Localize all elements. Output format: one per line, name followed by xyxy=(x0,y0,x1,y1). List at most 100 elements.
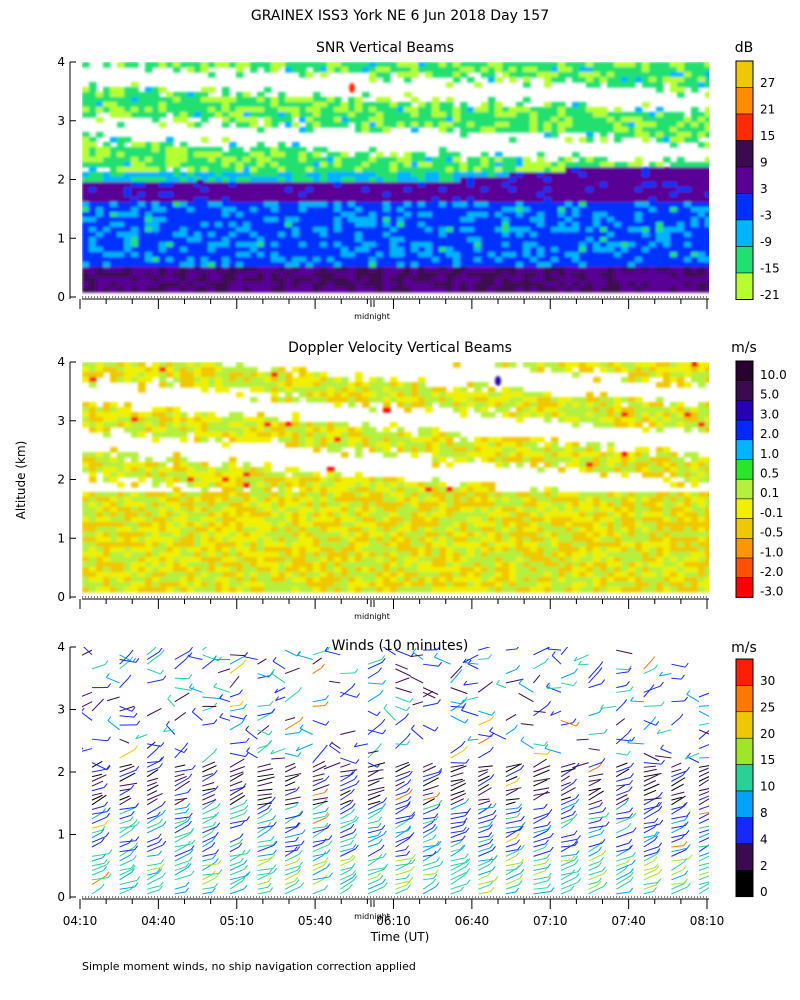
doppler-cell xyxy=(292,512,300,518)
snr-cell xyxy=(586,252,594,258)
snr-cell xyxy=(110,192,118,198)
snr-cell xyxy=(628,132,636,138)
snr-cell xyxy=(138,237,146,243)
doppler-cell xyxy=(89,522,97,528)
snr-cell xyxy=(145,287,153,293)
snr-cell xyxy=(334,122,342,128)
doppler-cell xyxy=(82,502,90,508)
doppler-cell xyxy=(334,512,342,518)
snr-cell xyxy=(278,157,286,163)
snr-cell xyxy=(425,247,433,253)
snr-cell xyxy=(390,172,398,178)
doppler-cell xyxy=(208,422,216,428)
snr-cell xyxy=(180,152,188,158)
doppler-cell xyxy=(327,537,335,543)
snr-cell xyxy=(152,87,160,93)
snr-cell xyxy=(488,252,496,258)
doppler-cell xyxy=(215,547,223,553)
doppler-cell xyxy=(271,582,279,588)
snr-cell xyxy=(236,122,244,128)
snr-cell xyxy=(271,162,279,168)
snr-cell xyxy=(432,157,440,163)
snr-cell xyxy=(117,242,125,248)
snr-cell xyxy=(201,287,209,293)
snr-cell xyxy=(187,107,195,113)
doppler-cell xyxy=(285,422,293,428)
snr-cell xyxy=(145,262,153,268)
snr-cell xyxy=(159,177,167,183)
doppler-cell xyxy=(355,452,363,458)
snr-cell xyxy=(89,142,97,148)
doppler-cell xyxy=(201,487,209,493)
snr-cell xyxy=(628,77,636,83)
snr-cell xyxy=(635,77,643,83)
snr-cell xyxy=(124,232,132,238)
snr-cell xyxy=(362,92,370,98)
snr-cell xyxy=(180,97,188,103)
snr-cell xyxy=(362,282,370,288)
snr-cell xyxy=(348,227,356,233)
doppler-cell xyxy=(222,467,230,473)
doppler-cell xyxy=(362,587,370,593)
snr-cell xyxy=(600,122,608,128)
doppler-cell xyxy=(208,417,216,423)
doppler-cell xyxy=(96,407,104,413)
snr-cell xyxy=(89,212,97,218)
doppler-cell xyxy=(180,582,188,588)
snr-cell xyxy=(523,277,531,283)
snr-cell xyxy=(89,197,97,203)
snr-cell xyxy=(152,237,160,243)
doppler-cell xyxy=(348,382,356,388)
snr-cell xyxy=(299,267,307,273)
doppler-cell xyxy=(117,472,125,478)
doppler-cell xyxy=(131,567,139,573)
doppler-cell xyxy=(194,422,202,428)
snr-cell xyxy=(565,207,573,213)
doppler-cell xyxy=(390,432,398,438)
snr-cell xyxy=(621,247,629,253)
doppler-cell xyxy=(292,577,300,583)
doppler-cell xyxy=(243,552,251,558)
snr-cell xyxy=(117,262,125,268)
snr-cell xyxy=(278,217,286,223)
snr-cell xyxy=(432,117,440,123)
snr-cell xyxy=(467,187,475,193)
snr-cell xyxy=(502,127,510,133)
doppler-cell xyxy=(96,367,104,373)
doppler-cell xyxy=(208,477,216,483)
snr-cell xyxy=(243,177,251,183)
doppler-cell xyxy=(117,502,125,508)
doppler-cell xyxy=(173,572,181,578)
snr-cell xyxy=(439,212,447,218)
snr-cell xyxy=(432,162,440,168)
snr-cell xyxy=(341,122,349,128)
doppler-cell xyxy=(327,512,335,518)
doppler-cell xyxy=(376,537,384,543)
snr-cell xyxy=(607,227,615,233)
snr-cell xyxy=(236,217,244,223)
snr-cell xyxy=(516,207,524,213)
snr-cell xyxy=(166,107,174,113)
doppler-cell xyxy=(299,502,307,508)
snr-cell xyxy=(264,87,272,93)
snr-cell xyxy=(586,217,594,223)
doppler-cell xyxy=(404,437,412,443)
snr-cell xyxy=(705,242,709,248)
snr-cell xyxy=(418,287,426,293)
snr-cell xyxy=(677,162,685,168)
doppler-cell xyxy=(229,437,237,443)
snr-cell xyxy=(334,162,342,168)
doppler-cell xyxy=(292,507,300,513)
doppler-cell xyxy=(313,442,321,448)
snr-cell xyxy=(89,87,97,93)
snr-cell xyxy=(96,232,104,238)
snr-cell xyxy=(439,277,447,283)
snr-cell xyxy=(173,267,181,273)
doppler-cell xyxy=(397,477,405,483)
snr-cell xyxy=(663,132,671,138)
snr-cell xyxy=(299,237,307,243)
snr-cell xyxy=(544,72,552,78)
snr-cell xyxy=(635,162,643,168)
snr-cell xyxy=(236,147,244,153)
snr-cell xyxy=(89,282,97,288)
